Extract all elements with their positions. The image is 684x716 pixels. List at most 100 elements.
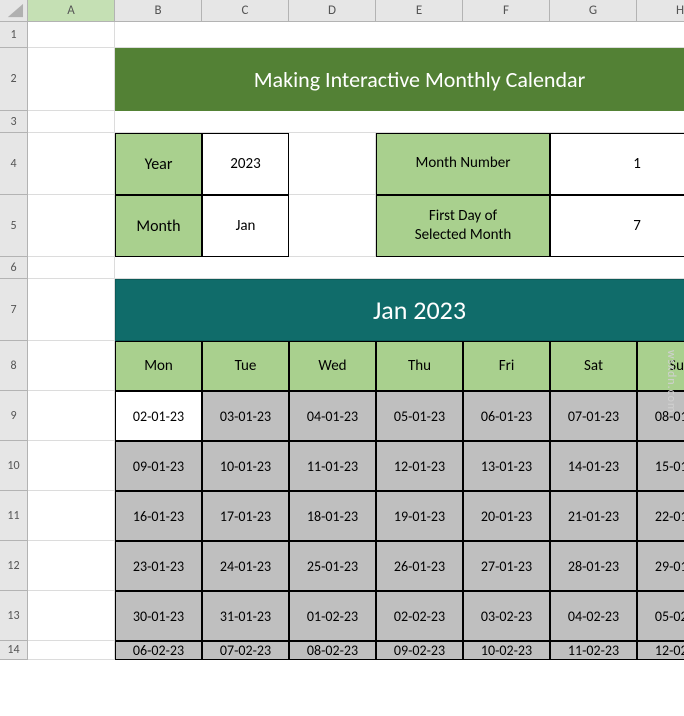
date-cell[interactable]: 26-01-23: [376, 541, 463, 591]
date-cell[interactable]: 19-01-23: [376, 491, 463, 541]
row-header-6[interactable]: 6: [0, 257, 28, 279]
date-cell[interactable]: 13-01-23: [463, 441, 550, 491]
date-cell[interactable]: 29-01-23: [637, 541, 684, 591]
date-cell[interactable]: 09-02-23: [376, 641, 463, 660]
dow-tue[interactable]: Tue: [202, 341, 289, 391]
date-cell[interactable]: 11-02-23: [550, 641, 637, 660]
year-label[interactable]: Year: [115, 133, 202, 195]
date-cell[interactable]: 03-01-23: [202, 391, 289, 441]
date-cell[interactable]: 08-02-23: [289, 641, 376, 660]
cell-A5[interactable]: [28, 195, 115, 257]
row-header-14[interactable]: 14: [0, 641, 28, 660]
row-header-12[interactable]: 12: [0, 541, 28, 591]
cell-A8[interactable]: [28, 341, 115, 391]
firstday-label-line1: First Day of: [429, 207, 497, 227]
dow-sat[interactable]: Sat: [550, 341, 637, 391]
cell-A4[interactable]: [28, 133, 115, 195]
date-cell[interactable]: 21-01-23: [550, 491, 637, 541]
date-cell[interactable]: 27-01-23: [463, 541, 550, 591]
date-cell[interactable]: 01-02-23: [289, 591, 376, 641]
col-header-D[interactable]: D: [289, 0, 376, 22]
date-cell[interactable]: 09-01-23: [115, 441, 202, 491]
dow-thu[interactable]: Thu: [376, 341, 463, 391]
dow-fri[interactable]: Fri: [463, 341, 550, 391]
date-cell[interactable]: 06-02-23: [115, 641, 202, 660]
row-header-11[interactable]: 11: [0, 491, 28, 541]
date-cell[interactable]: 17-01-23: [202, 491, 289, 541]
cell-B1[interactable]: [115, 22, 684, 48]
cell-A12[interactable]: [28, 541, 115, 591]
row-header-7[interactable]: 7: [0, 279, 28, 341]
row-header-1[interactable]: 1: [0, 22, 28, 48]
monthnum-value[interactable]: 1: [550, 133, 684, 195]
row-header-13[interactable]: 13: [0, 591, 28, 641]
cell-A13[interactable]: [28, 591, 115, 641]
date-cell[interactable]: 04-02-23: [550, 591, 637, 641]
row-header-10[interactable]: 10: [0, 441, 28, 491]
cell-B6[interactable]: [115, 257, 684, 279]
calendar-title[interactable]: Jan 2023: [115, 279, 684, 341]
firstday-value[interactable]: 7: [550, 195, 684, 257]
dow-wed[interactable]: Wed: [289, 341, 376, 391]
date-cell[interactable]: 07-01-23: [550, 391, 637, 441]
cell-D5[interactable]: [289, 195, 376, 257]
cell-A3[interactable]: [28, 111, 115, 133]
col-header-G[interactable]: G: [550, 0, 637, 22]
col-header-A[interactable]: A: [28, 0, 115, 22]
date-cell[interactable]: 22-01-23: [637, 491, 684, 541]
date-cell[interactable]: 11-01-23: [289, 441, 376, 491]
month-value[interactable]: Jan: [202, 195, 289, 257]
col-header-C[interactable]: C: [202, 0, 289, 22]
date-cell[interactable]: 05-02-23: [637, 591, 684, 641]
cell-A11[interactable]: [28, 491, 115, 541]
cell-A7[interactable]: [28, 279, 115, 341]
date-cell[interactable]: 05-01-23: [376, 391, 463, 441]
col-header-E[interactable]: E: [376, 0, 463, 22]
cell-A6[interactable]: [28, 257, 115, 279]
cell-D4[interactable]: [289, 133, 376, 195]
title-banner[interactable]: Making Interactive Monthly Calendar: [115, 48, 684, 111]
year-value[interactable]: 2023: [202, 133, 289, 195]
cell-A14[interactable]: [28, 641, 115, 660]
date-cell[interactable]: 14-01-23: [550, 441, 637, 491]
month-label[interactable]: Month: [115, 195, 202, 257]
date-cell[interactable]: 20-01-23: [463, 491, 550, 541]
date-cell[interactable]: 12-02-23: [637, 641, 684, 660]
date-cell[interactable]: 07-02-23: [202, 641, 289, 660]
date-cell[interactable]: 28-01-23: [550, 541, 637, 591]
monthnum-label[interactable]: Month Number: [376, 133, 550, 195]
row-header-4[interactable]: 4: [0, 133, 28, 195]
col-header-H[interactable]: H: [637, 0, 684, 22]
date-cell[interactable]: 06-01-23: [463, 391, 550, 441]
dow-mon[interactable]: Mon: [115, 341, 202, 391]
date-cell[interactable]: 31-01-23: [202, 591, 289, 641]
firstday-label[interactable]: First Day of Selected Month: [376, 195, 550, 257]
date-cell[interactable]: 02-02-23: [376, 591, 463, 641]
date-cell[interactable]: 15-01-23: [637, 441, 684, 491]
cell-A10[interactable]: [28, 441, 115, 491]
date-cell[interactable]: 18-01-23: [289, 491, 376, 541]
date-cell[interactable]: 16-01-23: [115, 491, 202, 541]
cell-A2[interactable]: [28, 48, 115, 111]
col-header-F[interactable]: F: [463, 0, 550, 22]
col-header-B[interactable]: B: [115, 0, 202, 22]
row-header-8[interactable]: 8: [0, 341, 28, 391]
date-cell[interactable]: 10-01-23: [202, 441, 289, 491]
cell-B3[interactable]: [115, 111, 684, 133]
date-cell[interactable]: 12-01-23: [376, 441, 463, 491]
date-cell[interactable]: 04-01-23: [289, 391, 376, 441]
date-cell[interactable]: 23-01-23: [115, 541, 202, 591]
row-header-3[interactable]: 3: [0, 111, 28, 133]
select-all-corner[interactable]: [0, 0, 28, 22]
date-cell[interactable]: 25-01-23: [289, 541, 376, 591]
row-header-2[interactable]: 2: [0, 48, 28, 111]
cell-A1[interactable]: [28, 22, 115, 48]
row-header-9[interactable]: 9: [0, 391, 28, 441]
date-cell[interactable]: 24-01-23: [202, 541, 289, 591]
date-cell[interactable]: 10-02-23: [463, 641, 550, 660]
date-cell[interactable]: 30-01-23: [115, 591, 202, 641]
row-header-5[interactable]: 5: [0, 195, 28, 257]
cell-A9[interactable]: [28, 391, 115, 441]
date-cell[interactable]: 02-01-23: [115, 391, 202, 441]
date-cell[interactable]: 03-02-23: [463, 591, 550, 641]
